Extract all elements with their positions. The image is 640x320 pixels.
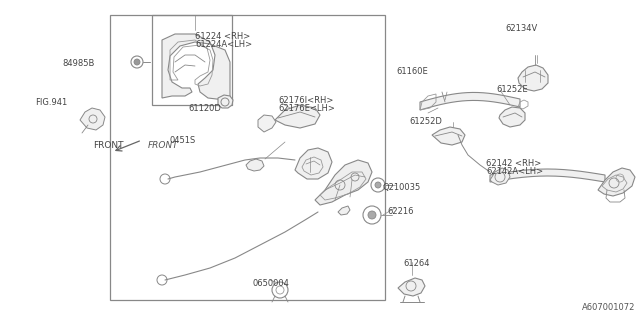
Text: FRONT: FRONT [148, 140, 179, 149]
Polygon shape [420, 92, 520, 110]
Polygon shape [162, 34, 230, 100]
Text: 61224 <RH>: 61224 <RH> [195, 32, 250, 41]
Bar [152, 15, 232, 105]
Text: 62134V: 62134V [506, 24, 538, 33]
Polygon shape [218, 95, 233, 108]
Polygon shape [338, 206, 350, 215]
Polygon shape [499, 107, 525, 127]
Polygon shape [315, 160, 372, 205]
Text: FRONT: FRONT [93, 141, 124, 150]
Text: 61224A<LH>: 61224A<LH> [195, 40, 252, 49]
Polygon shape [246, 159, 264, 171]
Polygon shape [518, 65, 548, 91]
Polygon shape [490, 169, 605, 182]
Polygon shape [80, 108, 105, 130]
Text: 62176E<LH>: 62176E<LH> [278, 104, 335, 113]
Text: 0650004: 0650004 [253, 279, 290, 288]
Text: 62176I<RH>: 62176I<RH> [278, 96, 334, 105]
Polygon shape [398, 278, 425, 296]
Text: 61252E: 61252E [496, 85, 527, 94]
Polygon shape [490, 168, 510, 185]
Text: 84985B: 84985B [62, 60, 95, 68]
Text: 0451S: 0451S [170, 136, 196, 145]
Polygon shape [275, 105, 320, 128]
Text: 61160E: 61160E [397, 68, 429, 76]
Bar [110, 15, 385, 300]
Polygon shape [258, 115, 276, 132]
Polygon shape [432, 127, 465, 145]
Text: 61264: 61264 [403, 260, 429, 268]
Text: FIG.941: FIG.941 [35, 98, 67, 107]
Text: 62216: 62216 [387, 207, 413, 216]
Text: 62142A<LH>: 62142A<LH> [486, 167, 543, 176]
Text: 62142 <RH>: 62142 <RH> [486, 159, 541, 168]
Polygon shape [598, 168, 635, 196]
Text: 61252D: 61252D [410, 117, 442, 126]
Polygon shape [295, 148, 332, 179]
Circle shape [134, 59, 140, 65]
Text: A607001072: A607001072 [582, 303, 635, 312]
Text: 61120D: 61120D [189, 104, 221, 113]
Circle shape [375, 182, 381, 188]
Circle shape [368, 211, 376, 219]
Text: Q210035: Q210035 [383, 183, 421, 192]
